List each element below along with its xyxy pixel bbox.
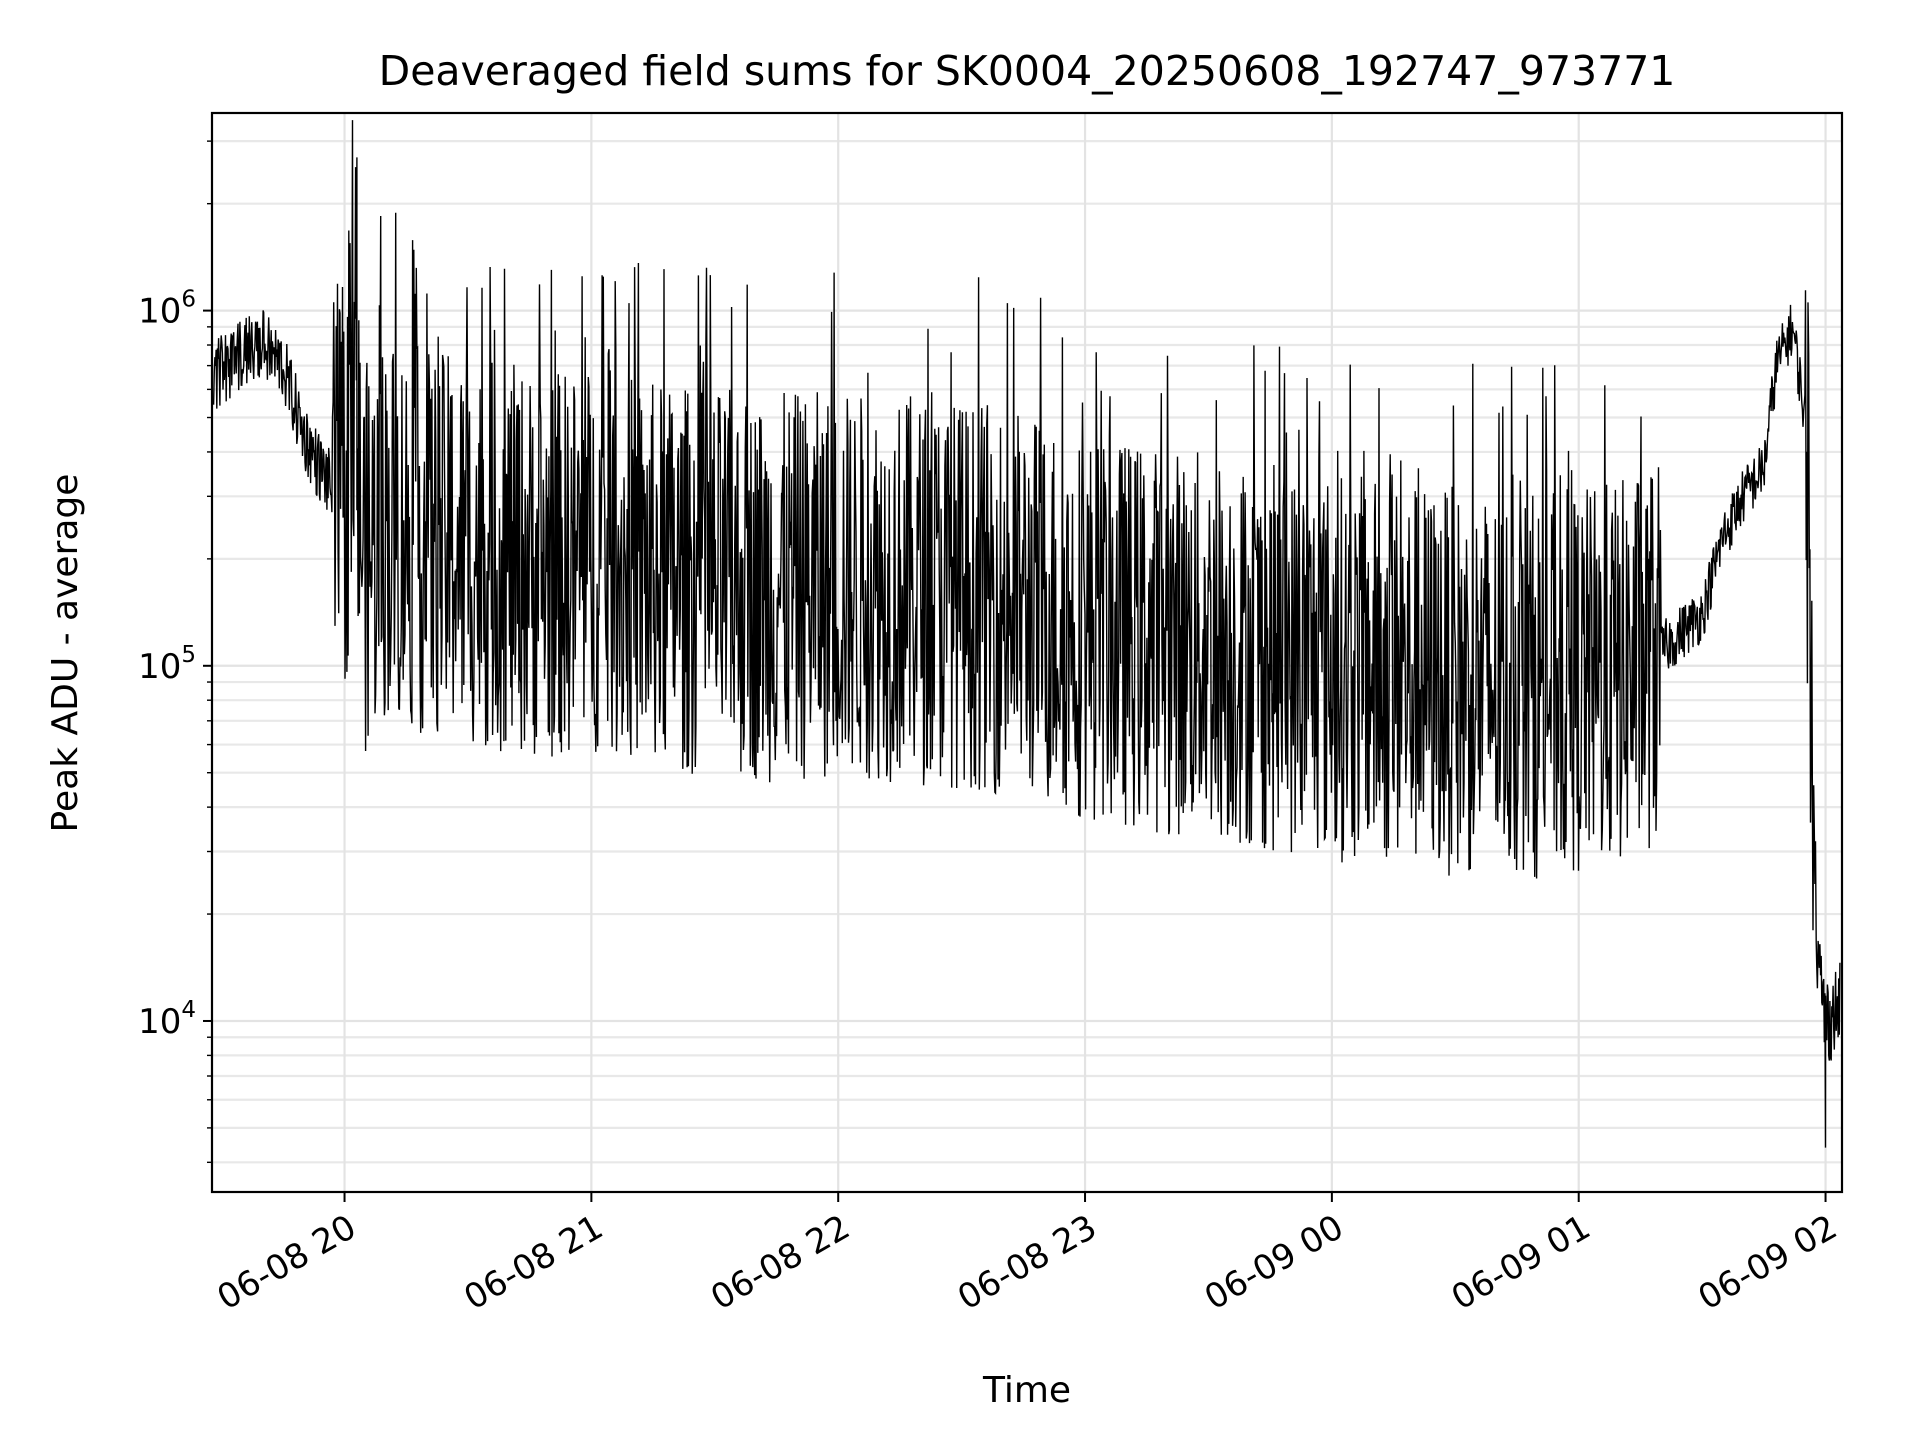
series-layer	[212, 120, 1841, 1148]
y-tick-exponent: 5	[181, 642, 196, 668]
series-line	[212, 120, 1841, 1148]
y-tick-base: 10	[138, 1002, 181, 1042]
y-tick-exponent: 4	[181, 997, 196, 1023]
x-tick-label: 06-08 21	[457, 1207, 609, 1318]
x-tick-label: 06-09 00	[1198, 1207, 1350, 1318]
y-tick-base: 10	[138, 292, 181, 332]
x-tick-label: 06-09 02	[1692, 1207, 1844, 1318]
plot-frame	[210, 111, 1844, 1194]
x-tick-label: 06-08 23	[951, 1207, 1103, 1318]
y-tick-base: 10	[138, 647, 181, 687]
y-tick-label: 105	[138, 642, 196, 687]
x-tick-label: 06-09 01	[1445, 1207, 1597, 1318]
y-tick-label: 106	[138, 287, 196, 332]
x-tick-label: 06-08 20	[211, 1207, 363, 1318]
y-tick-label: 104	[138, 997, 196, 1042]
y-axis-label: Peak ADU - average	[45, 474, 86, 833]
y-tick-exponent: 6	[181, 287, 196, 313]
chart-title: Deaveraged field sums for SK0004_2025060…	[379, 47, 1676, 95]
x-axis-label: Time	[982, 1370, 1071, 1411]
x-tick-label: 06-08 22	[704, 1207, 856, 1318]
